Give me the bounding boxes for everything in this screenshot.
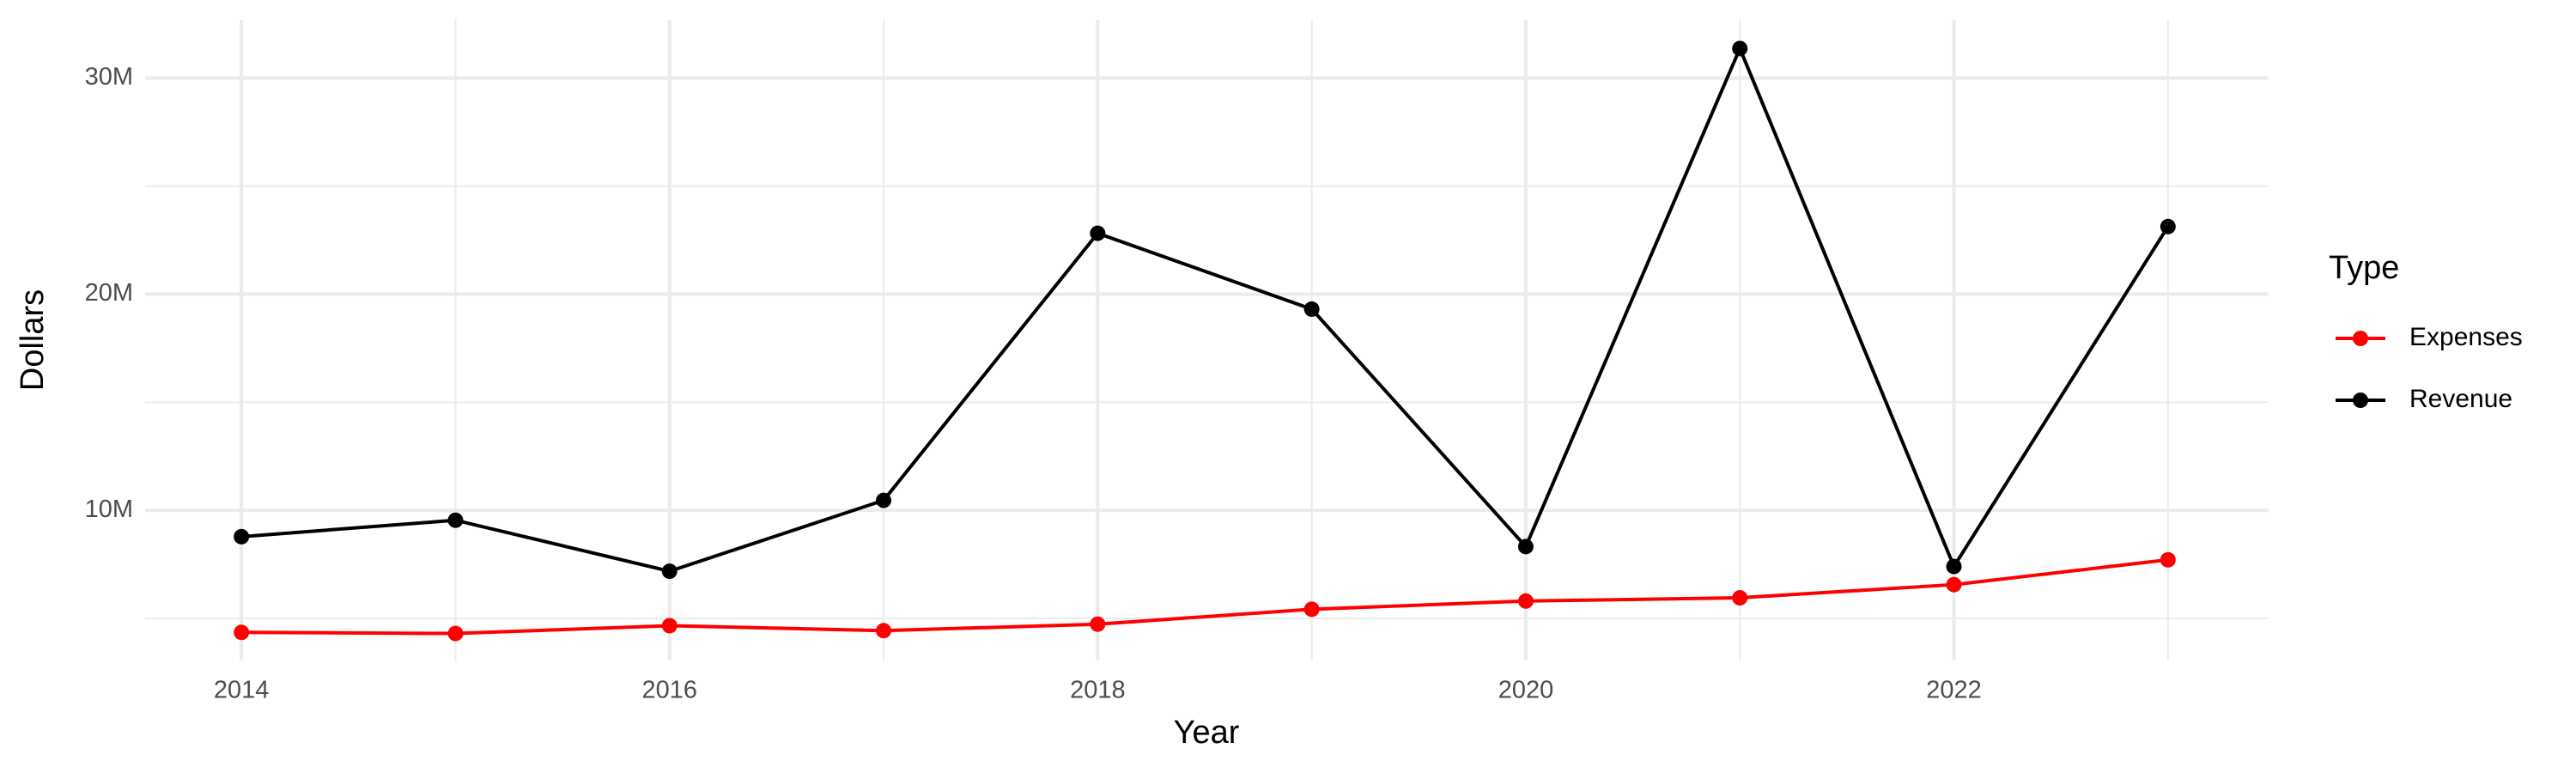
point bbox=[876, 492, 892, 508]
point bbox=[1090, 616, 1106, 632]
x-tick-label: 2016 bbox=[642, 677, 698, 704]
point bbox=[234, 528, 250, 545]
point bbox=[1732, 40, 1748, 57]
point bbox=[661, 563, 677, 580]
series-line bbox=[241, 557, 2169, 636]
x-tick-label: 2022 bbox=[1926, 677, 1982, 704]
point bbox=[2160, 551, 2176, 568]
x-tick-label: 2020 bbox=[1498, 677, 1554, 704]
point bbox=[661, 618, 677, 634]
x-tick-label: 2014 bbox=[214, 677, 270, 704]
point bbox=[1946, 558, 1962, 575]
point bbox=[1517, 593, 1534, 609]
point bbox=[1090, 225, 1106, 241]
series-line bbox=[241, 44, 2170, 574]
x-tick-label: 2018 bbox=[1070, 677, 1126, 704]
point bbox=[234, 624, 250, 641]
point bbox=[447, 512, 464, 528]
legend-title: Type bbox=[2329, 250, 2399, 286]
point bbox=[1303, 301, 1320, 317]
point bbox=[1517, 539, 1534, 555]
point bbox=[1946, 576, 1962, 593]
point bbox=[1303, 601, 1320, 618]
legend-marker bbox=[2353, 331, 2368, 346]
y-axis-title: Dollars bbox=[15, 289, 51, 391]
legend-label: Revenue bbox=[2409, 385, 2512, 413]
point bbox=[876, 623, 892, 639]
y-tick-label: 30M bbox=[85, 64, 133, 91]
point bbox=[447, 625, 464, 642]
point bbox=[2160, 218, 2176, 234]
legend-marker bbox=[2353, 393, 2368, 408]
x-axis-title: Year bbox=[1174, 715, 1240, 751]
y-tick-label: 20M bbox=[85, 279, 133, 307]
y-tick-label: 10M bbox=[85, 496, 133, 523]
point bbox=[1732, 590, 1748, 606]
legend-label: Expenses bbox=[2409, 323, 2523, 351]
